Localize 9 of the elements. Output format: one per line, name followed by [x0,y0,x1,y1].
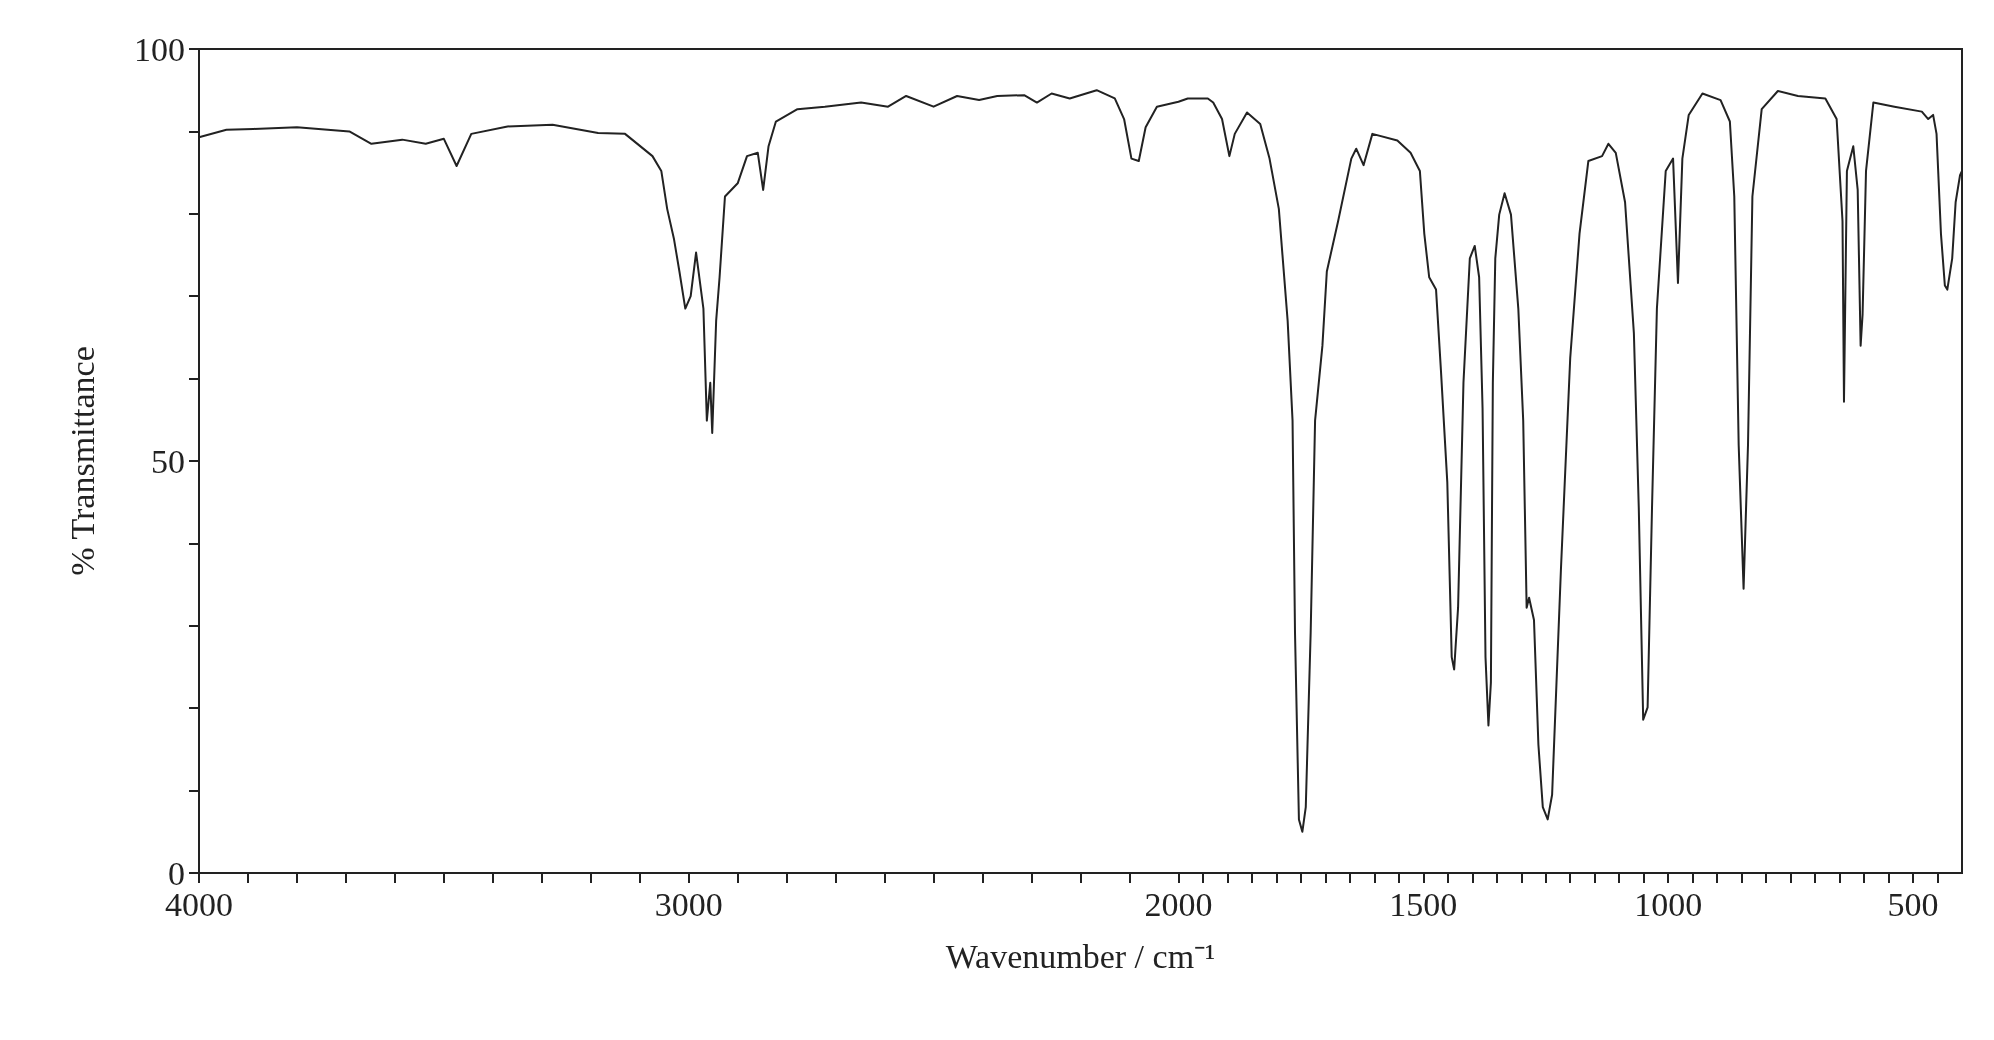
x-tick-label: 1000 [1634,885,1703,923]
y-axis-title: % Transmittance [63,346,101,576]
y-tick-label: 100 [134,30,185,68]
x-axis-title: Wavenumber / cm⁻¹ [945,937,1216,975]
x-tick-label: 500 [1887,885,1939,923]
x-tick-label: 3000 [654,885,723,923]
y-tick-label: 50 [151,442,185,480]
x-tick-label: 2000 [1144,885,1213,923]
x-tick-label: 1500 [1389,885,1458,923]
